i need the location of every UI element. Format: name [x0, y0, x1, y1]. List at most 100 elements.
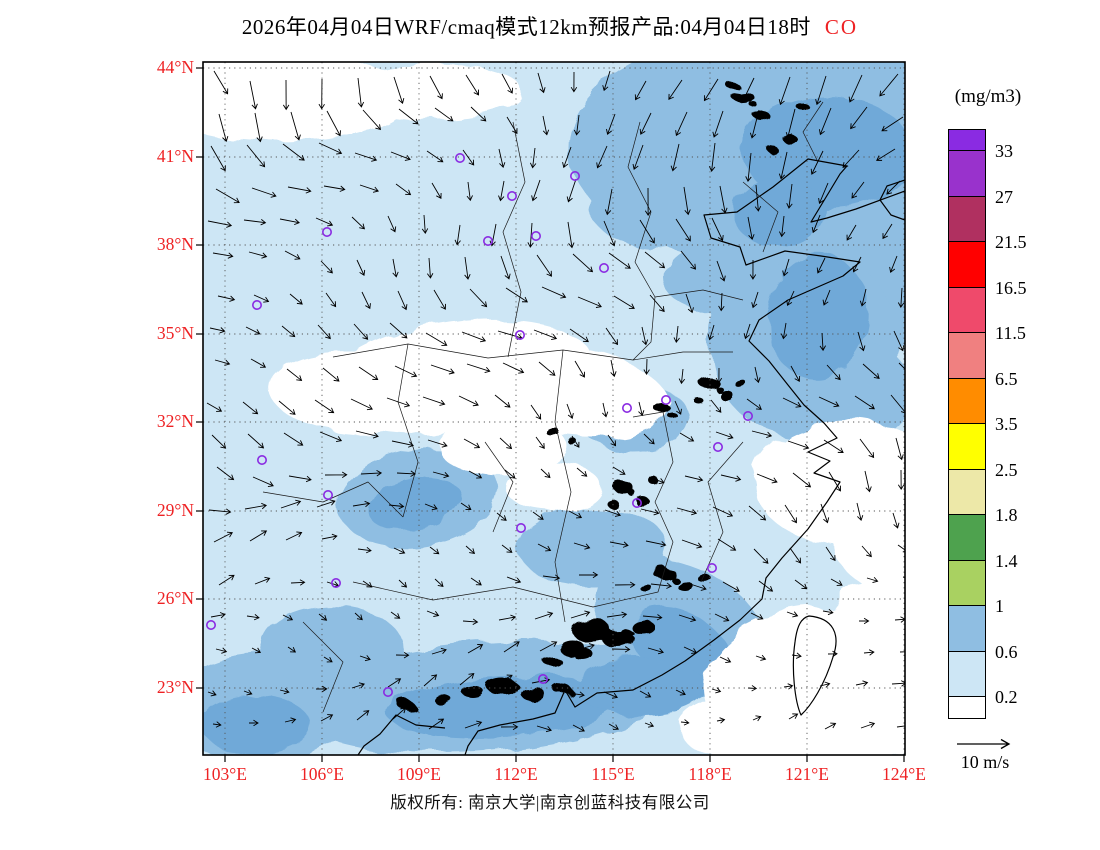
wind-arrow-icon: [351, 682, 365, 689]
pollutant-label: CO: [824, 15, 859, 39]
lat-axis-label: 35°N: [156, 323, 194, 343]
province-border: [352, 411, 674, 608]
wind-arrow-icon: [211, 434, 227, 449]
wind-arrow-icon: [388, 502, 405, 510]
wind-arrow-icon: [504, 469, 516, 479]
lon-axis-label: 118°E: [688, 764, 732, 784]
fill-region: [576, 659, 706, 715]
wind-arrow-icon: [794, 579, 808, 590]
wind-arrow-icon: [498, 614, 517, 621]
wind-arrow-icon: [570, 610, 591, 619]
wind-scale-legend: 10 m/s: [933, 737, 1037, 773]
province-border: [502, 121, 526, 358]
wind-arrow-icon: [791, 652, 802, 659]
wind-arrow-icon: [830, 578, 843, 586]
wind-arrow-icon: [747, 685, 758, 692]
wind-arrow-icon: [323, 185, 346, 192]
colorbar-segment: [949, 606, 985, 652]
wind-arrow-icon: [605, 327, 619, 346]
wind-arrow-icon: [210, 612, 226, 619]
wind-arrow-icon: [782, 397, 802, 408]
copyright-text: 版权所有: 南京大学|南京创蓝科技有限公司: [390, 793, 710, 812]
wind-arrow-icon: [397, 290, 408, 311]
wind-arrow-icon: [282, 143, 305, 161]
station-marker: [206, 619, 216, 630]
wind-arrow-icon: [712, 506, 734, 518]
wind-arrow-icon: [823, 439, 844, 453]
wind-arrow-icon: [751, 291, 759, 309]
wind-arrow-icon: [570, 71, 578, 93]
wind-arrow-icon: [359, 184, 380, 193]
wind-arrow-icon: [282, 614, 294, 621]
wind-arrow-icon: [248, 251, 268, 259]
colorbar-tick-label: 1: [995, 596, 1004, 616]
colorbar-segment: [949, 242, 985, 288]
wind-arrow-icon: [572, 724, 585, 732]
wind-arrow-icon: [788, 713, 799, 720]
grid-layer: [203, 62, 905, 755]
wind-arrow-icon: [362, 580, 373, 588]
wind-arrow-icon: [461, 331, 487, 343]
wind-arrow-icon: [287, 186, 312, 194]
wind-arrow-icon: [467, 644, 484, 654]
wind-arrow-icon: [354, 152, 378, 162]
colorbar-tick-label: 0.2: [995, 687, 1018, 707]
wind-arrow-icon: [719, 185, 728, 214]
wind-arrow-icon: [866, 576, 879, 584]
wind-arrow-icon: [575, 643, 595, 651]
wind-arrow-icon: [606, 113, 616, 135]
wind-arrow-icon: [678, 368, 686, 385]
wind-arrow-icon: [362, 109, 382, 131]
wind-arrow-icon: [466, 181, 473, 202]
wind-arrow-icon: [820, 503, 830, 524]
wind-arrow-icon: [782, 258, 790, 277]
wind-arrow-icon: [822, 608, 834, 616]
wind-arrow-icon: [243, 219, 267, 226]
wind-arrow-icon: [390, 151, 411, 161]
wind-arrow-icon: [212, 252, 234, 259]
wind-arrow-icon: [641, 326, 649, 346]
wind-arrow-icon: [608, 252, 631, 269]
wind-arrow-icon: [751, 430, 773, 438]
fill-region: [613, 481, 633, 493]
fill-region: [675, 579, 691, 589]
wind-arrow-icon: [680, 250, 697, 270]
wind-arrow-icon: [465, 74, 480, 96]
wind-arrow-icon: [393, 547, 406, 555]
wind-arrow-icon: [819, 681, 831, 688]
wind-arrow-icon: [638, 401, 645, 417]
colorbar-segment: [949, 469, 985, 515]
wind-arrow-icon: [244, 502, 268, 510]
lon-axis-label: 106°E: [300, 764, 344, 784]
wind-arrow-icon: [753, 548, 769, 564]
lat-axis-label: 38°N: [156, 234, 194, 254]
wind-arrow-icon: [714, 613, 730, 622]
wind-arrow-icon: [640, 508, 660, 516]
wind-arrow-icon: [810, 150, 824, 175]
fill-region: [642, 586, 654, 594]
fill-region: [767, 255, 869, 379]
station-marker: [515, 522, 526, 533]
wind-arrow-icon: [390, 611, 401, 619]
wind-arrow-icon: [284, 250, 301, 260]
wind-arrow-icon: [786, 290, 795, 307]
wind-arrow-icon: [212, 721, 222, 728]
colorbar-segment: [949, 287, 985, 333]
wind-arrow-icon: [566, 403, 574, 420]
wind-arrow-icon: [680, 719, 690, 726]
wind-arrow-icon: [567, 691, 585, 698]
fill-region: [521, 687, 545, 701]
wind-arrow-icon: [314, 399, 335, 414]
wind-arrow-icon: [463, 438, 481, 449]
wind-arrow-icon: [747, 216, 755, 241]
wind-arrow-icon: [573, 542, 591, 550]
province-border: [742, 101, 824, 253]
wind-arrow-icon: [606, 611, 628, 618]
wind-arrow-icon: [533, 329, 558, 340]
wind-arrow-icon: [675, 689, 686, 696]
wind-arrow-icon: [315, 217, 334, 227]
wind-arrow-icon: [650, 582, 673, 589]
colorbar-tick-label: 1.8: [995, 505, 1018, 525]
wind-arrow-icon: [391, 440, 414, 448]
wind-arrow-icon: [285, 531, 303, 541]
